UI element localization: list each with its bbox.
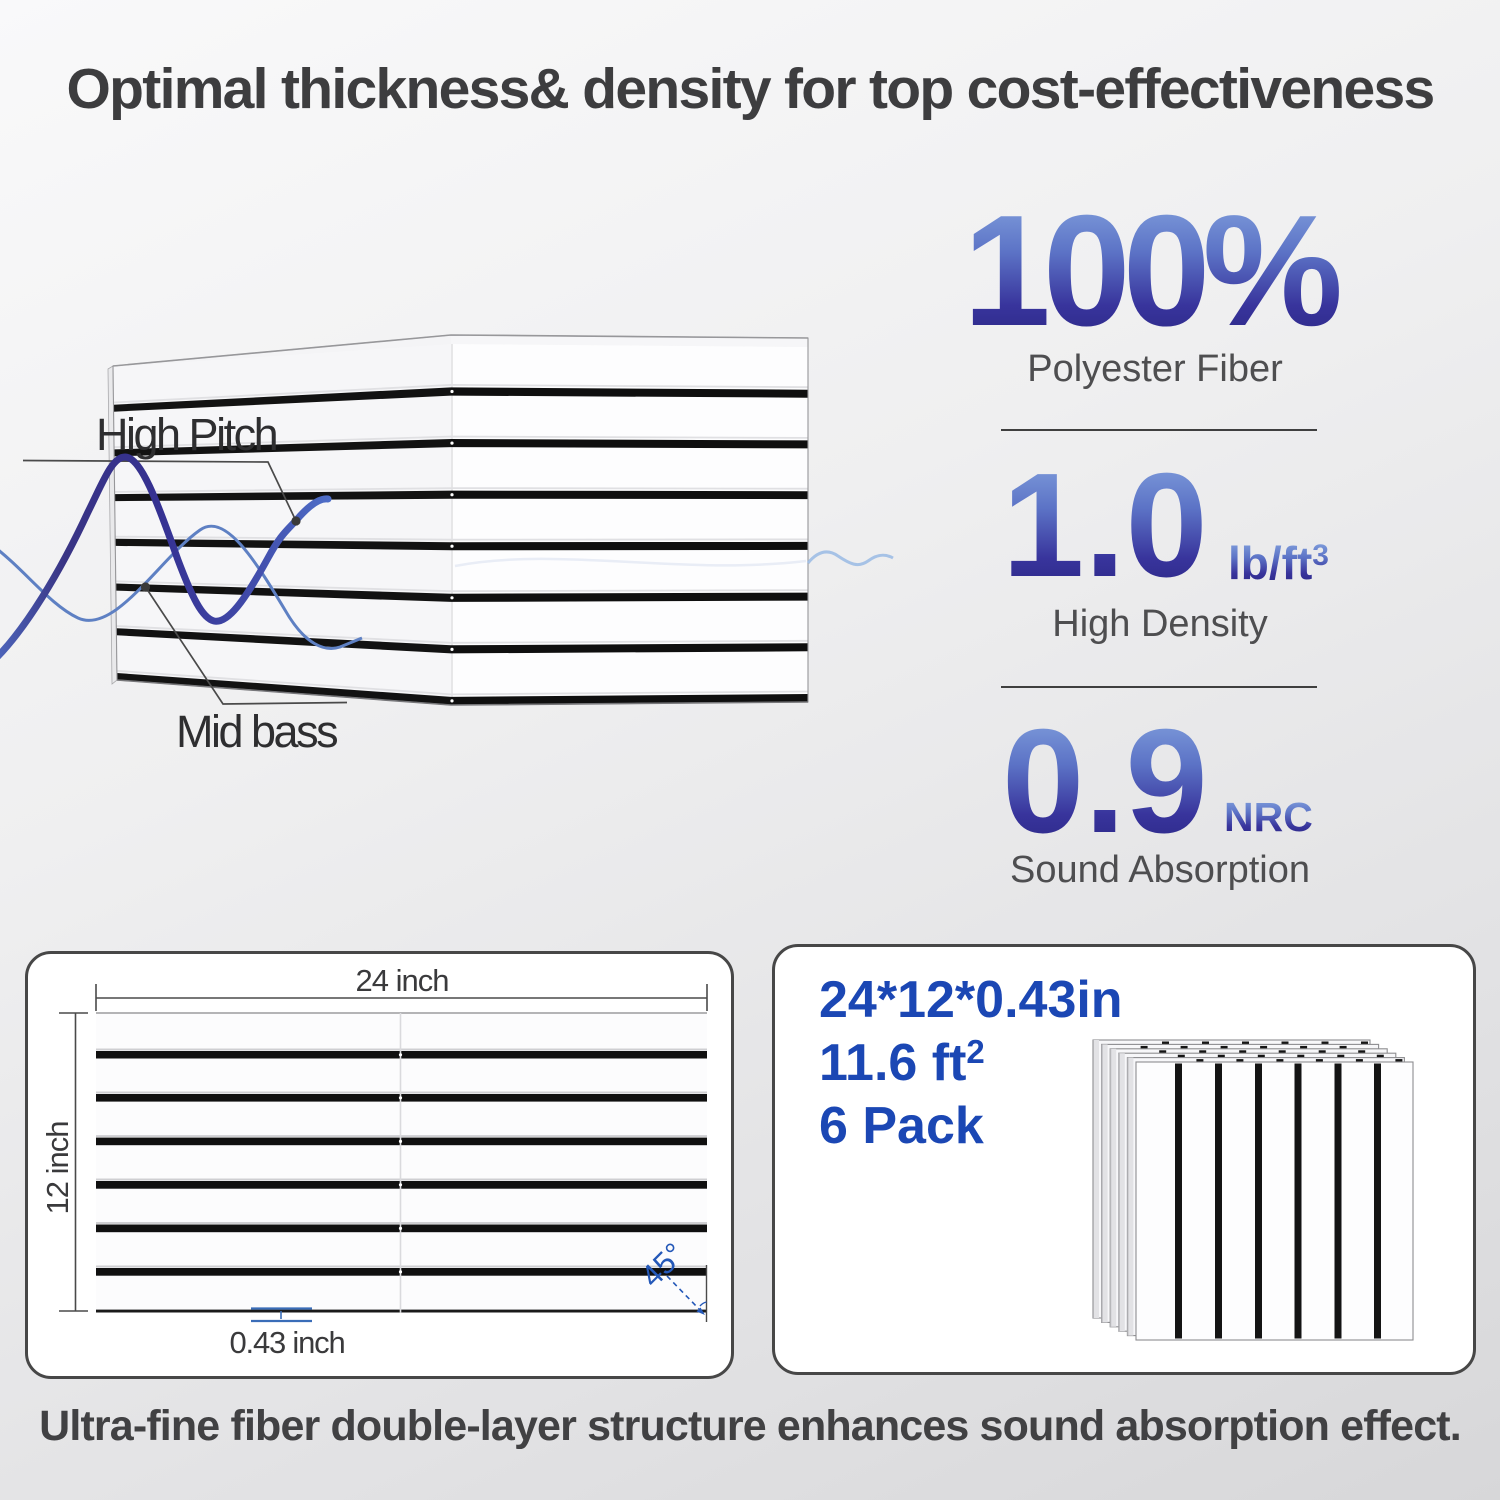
- svg-text:0.43 inch: 0.43 inch: [229, 1325, 344, 1360]
- svg-text:12 inch: 12 inch: [40, 1122, 75, 1215]
- svg-text:Mid bass: Mid bass: [176, 706, 337, 757]
- svg-text:24 inch: 24 inch: [356, 963, 449, 998]
- svg-text:High Pitch: High Pitch: [96, 409, 277, 460]
